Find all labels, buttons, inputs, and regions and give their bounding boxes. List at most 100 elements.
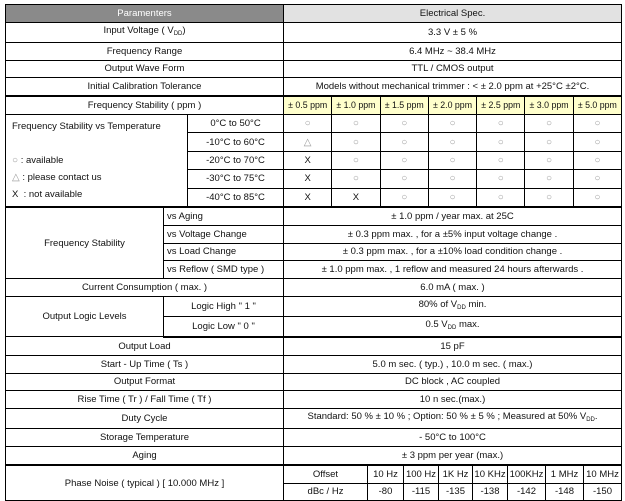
availability-cell: ○ <box>572 169 623 189</box>
availability-cell: ○ <box>572 132 623 152</box>
value-frequency-range: 6.4 MHz ~ 38.4 MHz <box>283 41 622 61</box>
availability-cell: ○ <box>427 132 478 152</box>
param-startup: Start - Up Time ( Ts ) <box>5 354 284 374</box>
cond-load: vs Load Change <box>163 242 284 262</box>
offset-value: 100 Hz <box>403 464 439 484</box>
noise-value: -148 <box>545 482 584 501</box>
availability-cell: ○ <box>524 113 574 134</box>
legend-available: ○ : available <box>12 154 64 166</box>
cond-aging: vs Aging <box>163 206 284 226</box>
value-aging: ± 1.0 ppm / year max. at 25C <box>283 206 622 226</box>
availability-cell: ○ <box>427 187 478 207</box>
ppm-column-header: ± 2.0 ppm <box>427 96 478 115</box>
offset-value: 10 MHz <box>583 464 622 484</box>
availability-cell: ○ <box>476 113 526 134</box>
availability-cell: ○ <box>331 113 381 134</box>
availability-cell: X <box>283 169 333 189</box>
ppm-column-header: ± 1.0 ppm <box>331 96 381 115</box>
ppm-column-header: ± 0.5 ppm <box>283 96 333 115</box>
ppm-column-header: ± 5.0 ppm <box>572 96 623 115</box>
availability-cell: ○ <box>331 169 381 189</box>
param-output-wave: Output Wave Form <box>5 59 284 79</box>
phase-noise-label: Phase Noise ( typical ) [ 10.000 MHz ] <box>5 464 284 501</box>
value-calibration: Models without mechanical trimmer : < ± … <box>283 77 622 97</box>
temperature-legend: Frequency Stability vs Temperature ○ : a… <box>5 113 188 207</box>
temperature-range: 0°C to 50°C <box>186 113 285 134</box>
value-duty: Standard: 50 % ± 10 % ; Option: 50 % ± 5… <box>283 408 622 430</box>
offset-value: 1 MHz <box>545 464 584 484</box>
cond-reflow: vs Reflow ( SMD type ) <box>163 260 284 280</box>
offset-label: Offset <box>283 464 368 484</box>
availability-cell: ○ <box>524 169 574 189</box>
value-voltage: ± 0.3 ppm max. , for a ±5% input voltage… <box>283 224 622 244</box>
logic-high-label: Logic High " 1 " <box>163 295 284 317</box>
noise-value: -80 <box>367 482 404 501</box>
availability-cell: ○ <box>524 150 574 171</box>
availability-cell: ○ <box>379 113 429 134</box>
availability-cell: ○ <box>379 169 429 189</box>
value-current: 6.0 mA ( max. ) <box>283 278 622 297</box>
noise-value: -135 <box>438 482 473 501</box>
availability-cell: X <box>283 150 333 171</box>
temperature-range: -20°C to 70°C <box>186 150 285 171</box>
param-input-voltage: Input Voltage ( VDD) <box>5 21 284 43</box>
stability-table: Frequency Stability vs Aging ± 1.0 ppm / y… <box>5 206 622 465</box>
noise-value: -150 <box>583 482 622 501</box>
value-reflow: ± 1.0 ppm max. , 1 reflow and measured 2… <box>283 260 622 280</box>
noise-value: -115 <box>403 482 439 501</box>
param-output-load: Output Load <box>5 336 284 356</box>
temperature-range: -10°C to 60°C <box>186 132 285 152</box>
temperature-table: Frequency Stability ( ppm ) ± 0.5 ppm ± 1.… <box>4 96 623 207</box>
value-rise-fall: 10 n sec.(max.) <box>283 390 622 410</box>
value-aging-year: ± 3 ppm per year (max.) <box>283 445 622 465</box>
availability-cell: ○ <box>379 187 429 207</box>
availability-cell: ○ <box>476 169 526 189</box>
availability-cell: ○ <box>524 187 574 207</box>
noise-value: -138 <box>472 482 508 501</box>
temperature-range: -30°C to 75°C <box>186 169 285 189</box>
param-rise-fall: Rise Time ( Tr ) / Fall Time ( Tf ) <box>5 390 284 410</box>
availability-cell: ○ <box>476 132 526 152</box>
stability-ppm-label: Frequency Stability ( ppm ) <box>4 96 285 115</box>
value-startup: 5.0 m sec. ( typ.) , 10.0 m sec. ( max.) <box>283 354 622 374</box>
unit-label: dBc / Hz <box>283 482 368 501</box>
param-frequency-range: Frequency Range <box>5 41 284 61</box>
temperature-title: Frequency Stability vs Temperature <box>12 120 161 132</box>
legend-not-available: X : not available <box>12 188 83 200</box>
frequency-stability-label: Frequency Stability <box>5 206 164 280</box>
availability-cell: ○ <box>476 187 526 207</box>
availability-cell: ○ <box>572 113 623 134</box>
value-output-load: 15 pF <box>283 336 622 356</box>
noise-value: -142 <box>507 482 546 501</box>
param-calibration: Initial Calibration Tolerance <box>5 77 284 97</box>
availability-cell: ○ <box>476 150 526 171</box>
availability-cell: ○ <box>283 113 333 134</box>
availability-cell: ○ <box>524 132 574 152</box>
availability-cell: ○ <box>572 150 623 171</box>
param-duty: Duty Cycle <box>5 408 284 430</box>
param-storage: Storage Temperature <box>5 428 284 447</box>
availability-cell: △ <box>283 132 333 152</box>
spec-table: Paramenters Electrical Spec. Input Voltag… <box>4 4 623 501</box>
cond-voltage: vs Voltage Change <box>163 224 284 244</box>
ppm-column-header: ± 3.0 ppm <box>524 96 574 115</box>
value-load: ± 0.3 ppm max. , for a ±10% load conditi… <box>283 242 622 262</box>
phase-noise-table: Phase Noise ( typical ) [ 10.000 MHz ] Of… <box>5 464 622 501</box>
value-output-format: DC block , AC coupled <box>283 372 622 392</box>
temperature-range: -40°C to 85°C <box>186 187 285 207</box>
offset-value: 100KHz <box>507 464 546 484</box>
value-output-wave: TTL / CMOS output <box>283 59 622 79</box>
availability-cell: ○ <box>427 113 478 134</box>
offset-value: 1K Hz <box>438 464 473 484</box>
param-aging: Aging <box>5 445 284 465</box>
logic-low-value: 0.5 VDD max. <box>283 315 622 338</box>
availability-cell: ○ <box>572 187 623 207</box>
logic-levels-label: Output Logic Levels <box>5 295 164 338</box>
ppm-column-header: ± 1.5 ppm <box>379 96 429 115</box>
availability-cell: X <box>283 187 333 207</box>
availability-cell: X <box>331 187 381 207</box>
logic-low-label: Logic Low " 0 " <box>163 315 284 338</box>
basic-table: Paramenters Electrical Spec. Input Voltag… <box>5 4 622 97</box>
value-input-voltage: 3.3 V ± 5 % <box>283 21 622 43</box>
value-storage: - 50°C to 100°C <box>283 428 622 447</box>
